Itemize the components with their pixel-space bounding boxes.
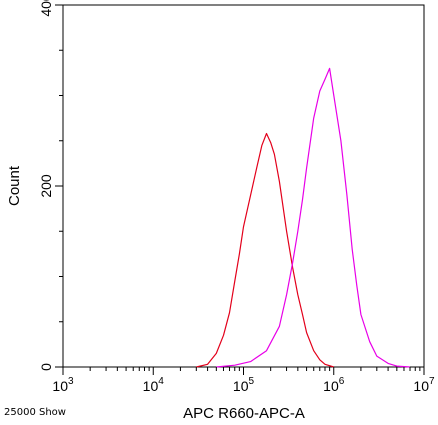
histogram-series-2: [216, 67, 411, 368]
y-tick-label: 400: [38, 0, 54, 17]
footer-left-text: 25000 Show: [4, 407, 66, 418]
histogram-series-1: [196, 132, 334, 368]
x-tick-label: 106: [323, 376, 345, 394]
y-tick-label: 0: [38, 363, 54, 371]
x-tick-label: 103: [52, 376, 74, 394]
plot-area-border: [62, 4, 425, 368]
y-axis-title: Count: [6, 165, 23, 206]
plot-frame: [62, 4, 425, 368]
x-tick-label: 104: [143, 376, 165, 394]
y-tick-label: 200: [38, 174, 54, 198]
y-axis-ticks: 0 200 400: [38, 0, 63, 371]
series-layer: [196, 67, 411, 368]
x-tick-label: 107: [413, 376, 435, 394]
x-tick-label: 105: [233, 376, 255, 394]
x-axis-ticks: 103 104 105 106 107: [52, 367, 435, 394]
x-axis-title: APC R660-APC-A: [183, 405, 305, 422]
